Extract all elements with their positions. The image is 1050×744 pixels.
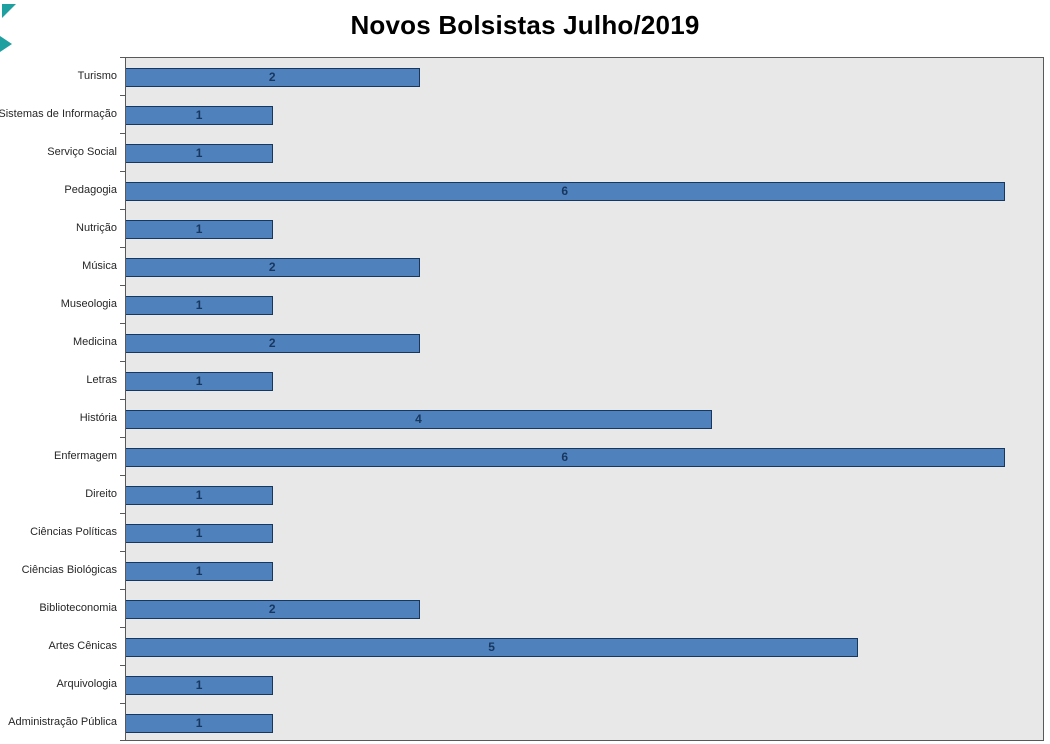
category-label: Arquivologia — [56, 678, 117, 690]
axis-tick — [120, 665, 125, 666]
axis-tick — [120, 133, 125, 134]
axis-tick — [120, 361, 125, 362]
bar-value-label: 1 — [195, 146, 203, 160]
category-label: Serviço Social — [47, 146, 117, 158]
axis-tick — [120, 437, 125, 438]
bar: 6 — [126, 447, 1005, 467]
bar-value-label: 1 — [195, 526, 203, 540]
category-label: Medicina — [72, 336, 117, 348]
category-label: Enfermagem — [54, 450, 117, 462]
category-label: Artes Cênicas — [48, 640, 117, 652]
bar-value-label: 6 — [561, 184, 569, 198]
category-label: Biblioteconomia — [39, 602, 117, 614]
bar-value-label: 2 — [268, 70, 276, 84]
bar-value-label: 2 — [268, 260, 276, 274]
axis-tick — [120, 95, 125, 96]
bar: 1 — [126, 523, 274, 543]
category-label: Administração Pública — [8, 716, 117, 728]
axis-tick — [120, 627, 125, 628]
category-label: Museologia — [60, 298, 117, 310]
bar-value-label: 1 — [195, 374, 203, 388]
axis-tick — [120, 399, 125, 400]
category-label: Letras — [86, 374, 117, 386]
category-label: Pedagogia — [64, 184, 117, 196]
axis-tick — [120, 740, 125, 741]
bar: 2 — [126, 257, 420, 277]
bar: 1 — [126, 561, 274, 581]
axis-tick — [120, 551, 125, 552]
bar: 2 — [126, 333, 420, 353]
category-label: Sistemas de Informação — [0, 108, 117, 120]
bar-value-label: 1 — [195, 298, 203, 312]
category-label: História — [79, 412, 117, 424]
bar-value-label: 1 — [195, 222, 203, 236]
bar-value-label: 6 — [561, 450, 569, 464]
category-label: Direito — [85, 488, 117, 500]
bar: 2 — [126, 67, 420, 87]
bar: 5 — [126, 637, 859, 657]
chart-title: Novos Bolsistas Julho/2019 — [350, 10, 700, 40]
category-label: Ciências Biológicas — [21, 564, 117, 576]
bar: 1 — [126, 219, 274, 239]
bar: 6 — [126, 181, 1005, 201]
category-label: Nutrição — [76, 222, 117, 234]
axis-tick — [120, 589, 125, 590]
bar-value-label: 1 — [195, 488, 203, 502]
axis-tick — [120, 513, 125, 514]
axis-tick — [120, 703, 125, 704]
bar: 1 — [126, 143, 274, 163]
bar-value-label: 1 — [195, 108, 203, 122]
axis-tick — [120, 209, 125, 210]
bar-value-label: 1 — [195, 564, 203, 578]
axis-tick — [120, 57, 125, 58]
bar-value-label: 1 — [195, 716, 203, 730]
bar: 1 — [126, 105, 274, 125]
bar: 1 — [126, 675, 274, 695]
axis-tick — [120, 247, 125, 248]
bar-value-label: 2 — [268, 602, 276, 616]
bar: 1 — [126, 371, 274, 391]
bar-value-label: 5 — [488, 640, 495, 654]
category-axis: Turismo Sistemas de Informação Serviço Soc… — [0, 57, 125, 741]
bar: 4 — [126, 409, 712, 429]
category-label: Turismo — [77, 70, 117, 82]
bar: 1 — [126, 485, 274, 505]
bar-value-label: 2 — [268, 336, 276, 350]
bar: 1 — [126, 295, 274, 315]
category-label: Música — [82, 260, 117, 272]
bar: 1 — [126, 713, 274, 733]
category-label: Ciências Políticas — [30, 526, 117, 538]
axis-tick — [120, 323, 125, 324]
bar-value-label: 1 — [195, 678, 203, 692]
bar-value-label: 4 — [415, 412, 422, 426]
axis-tick — [120, 285, 125, 286]
axis-tick — [120, 475, 125, 476]
bar: 2 — [126, 599, 420, 619]
axis-tick — [120, 171, 125, 172]
